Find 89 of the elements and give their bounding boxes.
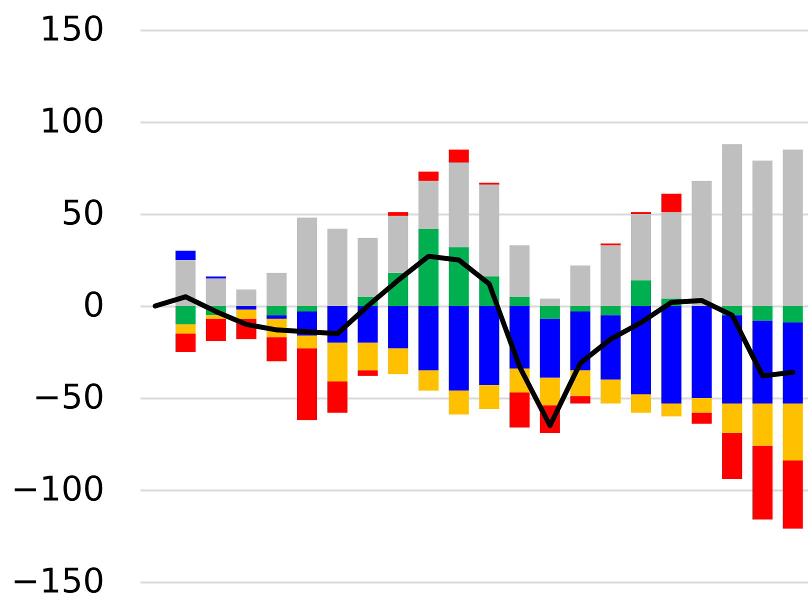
bar: [722, 144, 742, 306]
bar: [752, 320, 772, 404]
bar: [782, 306, 803, 323]
bar: [448, 306, 469, 391]
bar: [266, 337, 287, 362]
bar: [661, 194, 682, 212]
bar: [266, 272, 287, 306]
y-tick-label: 150: [40, 10, 104, 50]
bar: [630, 306, 652, 394]
y-tick-label: −50: [32, 378, 104, 418]
bar: [782, 460, 803, 529]
bar: [479, 306, 500, 386]
bar: [358, 342, 378, 370]
bar: [418, 172, 438, 181]
bar: [296, 306, 318, 312]
bar: [661, 306, 682, 404]
bar: [600, 245, 621, 306]
bar: [661, 404, 682, 416]
y-tick-label: 0: [82, 286, 104, 326]
bar: [418, 180, 438, 229]
bar: [448, 247, 469, 306]
bar: [510, 392, 530, 428]
bar: [448, 390, 469, 415]
bar: [570, 306, 590, 312]
bar: [479, 184, 500, 277]
bar: [176, 334, 196, 352]
y-tick-label: −150: [11, 562, 104, 593]
bar: [570, 312, 590, 370]
bar: [388, 348, 408, 374]
bar: [692, 180, 712, 306]
bar: [206, 318, 226, 341]
bar: [782, 322, 803, 404]
bar: [722, 432, 742, 479]
bar: [176, 324, 196, 334]
bar: [722, 315, 742, 404]
bar: [327, 381, 348, 413]
bar: [630, 280, 652, 306]
bar: [540, 378, 560, 406]
bar: [630, 214, 652, 280]
bar: [479, 385, 500, 410]
bar: [752, 160, 772, 306]
bar: [296, 218, 318, 306]
bar: [388, 216, 408, 273]
bar: [752, 306, 772, 321]
bar: [266, 315, 287, 319]
bar: [752, 446, 772, 520]
bar: [692, 398, 712, 413]
bar: [176, 306, 196, 324]
bar: [782, 404, 803, 461]
y-tick-label: 100: [40, 102, 104, 142]
bar: [570, 266, 590, 306]
bar: [236, 310, 256, 319]
bar: [418, 370, 438, 391]
bar: [296, 335, 318, 348]
bar: [510, 245, 530, 297]
bar: [358, 238, 378, 297]
bar: [448, 162, 469, 248]
bar: [388, 306, 408, 348]
bar: [236, 306, 256, 310]
bar: [418, 306, 438, 370]
bar: [448, 150, 469, 162]
bar: [418, 228, 438, 306]
bar: [327, 228, 348, 306]
bar: [358, 370, 378, 376]
bar: [540, 318, 560, 378]
bar: [722, 404, 742, 433]
bar: [206, 278, 226, 306]
bar: [540, 298, 560, 306]
bar: [600, 306, 621, 316]
bar: [540, 306, 560, 319]
bar: [266, 306, 287, 316]
bar: [600, 315, 621, 380]
bar: [236, 289, 256, 306]
bar: [782, 150, 803, 306]
bar: [630, 394, 652, 413]
bar: [176, 250, 196, 260]
y-tick-label: 50: [61, 194, 104, 234]
bar: [600, 380, 621, 404]
bar: [358, 306, 378, 343]
bar: [692, 412, 712, 424]
bar: [510, 296, 530, 306]
bar: [388, 212, 408, 216]
bar: [570, 396, 590, 404]
bar: [752, 404, 772, 446]
bar: [327, 342, 348, 382]
bar: [661, 212, 682, 299]
bar: [296, 348, 318, 420]
bar: [692, 306, 712, 398]
y-tick-label: −100: [11, 470, 104, 510]
